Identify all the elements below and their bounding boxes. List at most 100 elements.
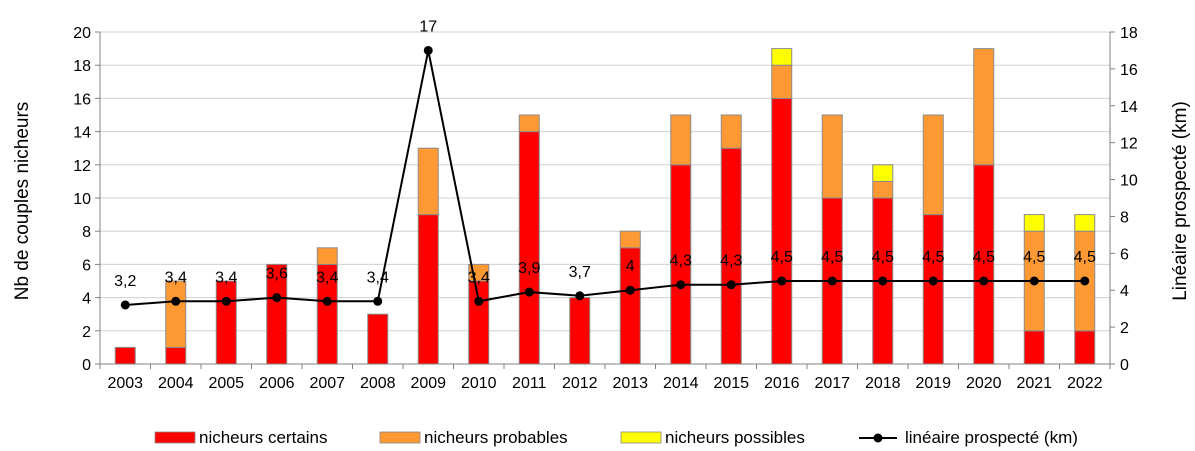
x-tick-label: 2004 bbox=[158, 375, 194, 392]
line-point bbox=[474, 296, 484, 306]
line-data-label: 4,5 bbox=[771, 249, 793, 266]
line-path bbox=[125, 50, 1085, 306]
x-tick-label: 2021 bbox=[1016, 375, 1052, 392]
left-tick-label: 10 bbox=[73, 191, 91, 208]
x-axis-ticks: 2003 2004 2005 2006 2007 2008 2009 2010 2011 2012… bbox=[107, 375, 1102, 392]
line-data-label: 3,6 bbox=[266, 266, 288, 283]
legend-swatch-marker bbox=[873, 433, 883, 443]
legend-swatch-possibles bbox=[620, 431, 662, 444]
bar-probables bbox=[316, 247, 338, 265]
bar-certains bbox=[468, 280, 490, 365]
line-point bbox=[575, 291, 585, 301]
bar-certains bbox=[1074, 330, 1096, 365]
line-point bbox=[1080, 276, 1090, 286]
bar-certains bbox=[518, 131, 540, 365]
line-point bbox=[373, 296, 383, 306]
left-tick-label: 2 bbox=[82, 324, 91, 341]
right-tick-label: 0 bbox=[1120, 357, 1129, 374]
bar-probables bbox=[771, 64, 793, 99]
bar-probables bbox=[417, 147, 439, 216]
x-tick-label: 2014 bbox=[663, 375, 699, 392]
x-tick-label: 2018 bbox=[865, 375, 901, 392]
line-data-label: 3,4 bbox=[367, 269, 389, 286]
bar-probables bbox=[670, 114, 692, 166]
line-data-label: 3,2 bbox=[114, 273, 136, 290]
x-tick-label: 2016 bbox=[764, 375, 800, 392]
right-tick-label: 10 bbox=[1120, 173, 1138, 190]
x-tick-label: 2015 bbox=[713, 375, 749, 392]
left-tick-label: 6 bbox=[82, 257, 91, 274]
x-tick-label: 2010 bbox=[461, 375, 497, 392]
x-tick-label: 2011 bbox=[512, 375, 547, 392]
line-data-label: 4,5 bbox=[821, 249, 843, 266]
line-data-label: 4,5 bbox=[1074, 249, 1096, 266]
legend-label-certains: nicheurs certains bbox=[199, 428, 328, 447]
left-tick-label: 12 bbox=[73, 158, 91, 175]
bar-certains bbox=[165, 346, 187, 365]
right-tick-label: 14 bbox=[1120, 99, 1138, 116]
line-point bbox=[979, 276, 989, 286]
y-axis-title: Nb de couples nicheurs bbox=[12, 102, 33, 301]
right-tick-label: 12 bbox=[1120, 136, 1138, 153]
legend-swatch-probables bbox=[379, 431, 421, 444]
bar-probables bbox=[619, 230, 641, 249]
bar-certains bbox=[1023, 330, 1045, 365]
line-data-label: 4 bbox=[626, 258, 635, 275]
right-tick-label: 6 bbox=[1120, 246, 1129, 263]
right-tick-label: 2 bbox=[1120, 320, 1129, 337]
line-point bbox=[726, 280, 736, 290]
y2-axis-title: Linéaire prospecté (km) bbox=[1170, 101, 1191, 301]
line-point bbox=[322, 296, 332, 306]
x-tick-label: 2013 bbox=[612, 375, 648, 392]
right-tick-label: 8 bbox=[1120, 209, 1129, 226]
bar-certains bbox=[771, 97, 793, 365]
left-tick-label: 8 bbox=[82, 224, 91, 241]
gridlines bbox=[100, 31, 1110, 365]
bar-certains bbox=[922, 214, 944, 365]
bar-possibles bbox=[1074, 214, 1096, 232]
line-point bbox=[928, 276, 938, 286]
line-point bbox=[171, 296, 181, 306]
line-data-label: 4,5 bbox=[922, 249, 944, 266]
line-point bbox=[625, 285, 635, 295]
bar-certains bbox=[569, 297, 591, 365]
line-point bbox=[676, 280, 686, 290]
left-tick-label: 16 bbox=[73, 91, 91, 108]
right-tick-label: 16 bbox=[1120, 62, 1138, 79]
left-tick-label: 14 bbox=[73, 125, 91, 142]
x-tick-label: 2017 bbox=[814, 375, 850, 392]
bar-probables bbox=[821, 114, 843, 199]
bar-possibles bbox=[1023, 214, 1045, 232]
bar-certains bbox=[417, 214, 439, 365]
right-tick-label: 18 bbox=[1120, 25, 1138, 42]
bar-certains bbox=[215, 280, 237, 365]
bar-certains bbox=[367, 313, 389, 365]
line-data-label: 4,5 bbox=[1023, 249, 1045, 266]
line-point bbox=[120, 300, 130, 310]
right-tick-label: 4 bbox=[1120, 283, 1129, 300]
line-data-label: 4,5 bbox=[973, 249, 995, 266]
legend-label-possibles: nicheurs possibles bbox=[665, 428, 805, 447]
line-data-label: 4,3 bbox=[670, 253, 692, 270]
bar-probables bbox=[165, 280, 187, 348]
line-data-label: 3,9 bbox=[518, 260, 540, 277]
legend-label-lineaire: linéaire prospecté (km) bbox=[905, 428, 1078, 447]
right-axis-ticks: 0 2 4 6 8 10 12 14 16 18 bbox=[1120, 25, 1138, 374]
line-data-label: 4,3 bbox=[720, 253, 742, 270]
line-point bbox=[272, 293, 282, 303]
line-point bbox=[878, 276, 888, 286]
left-tick-label: 0 bbox=[82, 357, 91, 374]
line-point bbox=[827, 276, 837, 286]
bars bbox=[114, 48, 1096, 365]
line-point bbox=[777, 276, 787, 286]
line-data-label: 3,4 bbox=[215, 269, 237, 286]
bar-probables bbox=[973, 48, 995, 166]
bar-probables bbox=[720, 114, 742, 149]
legend-swatch-certains bbox=[154, 431, 196, 444]
line-data-labels: 3,2 3,4 3,4 3,6 3,4 3,4 17 3,4 3,9 3,7 4 4,3 4,3 4,5 4… bbox=[114, 18, 1096, 290]
legend-label-probables: nicheurs probables bbox=[424, 428, 568, 447]
x-tick-label: 2012 bbox=[562, 375, 598, 392]
x-tick-label: 2019 bbox=[915, 375, 951, 392]
left-tick-label: 20 bbox=[73, 25, 91, 42]
x-tick-label: 2006 bbox=[259, 375, 295, 392]
